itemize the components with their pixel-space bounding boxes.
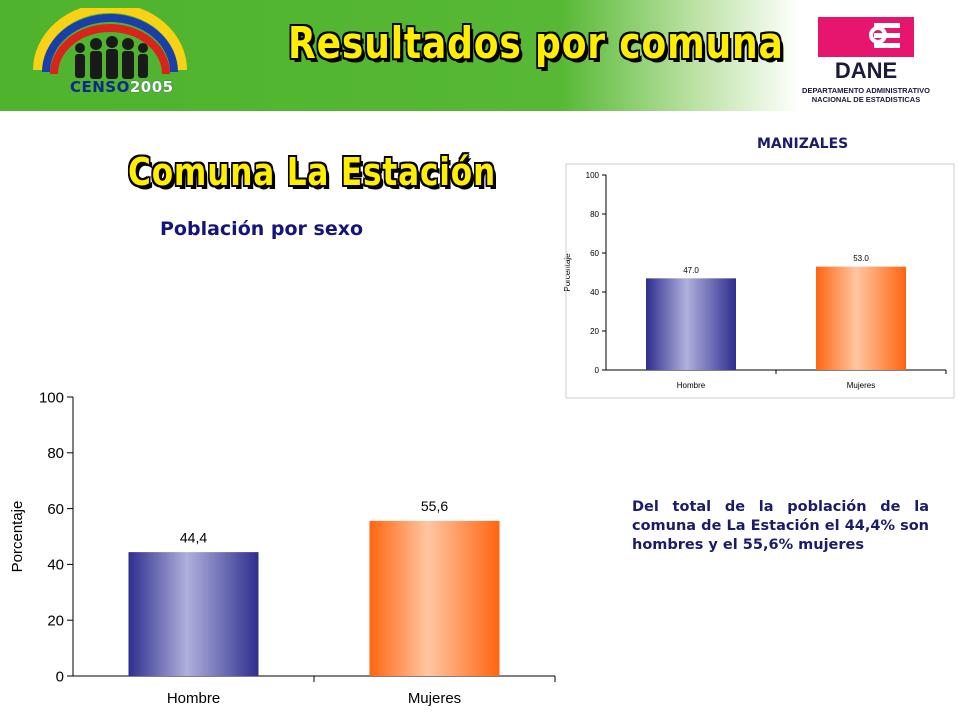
y-axis-label: Porcentaje [563,253,572,292]
data-label: 44,4 [180,529,207,545]
x-tick-label: Mujeres [847,381,875,390]
y-tick-label: 0 [595,366,600,375]
censo-2005-logo [33,8,187,79]
data-label: 55,6 [421,498,448,514]
data-label: 53.0 [853,254,869,263]
bar-hombre [646,278,736,370]
page-title: Resultados por comuna [288,18,784,69]
y-tick-label: 40 [47,557,64,574]
dane-caption: DEPARTAMENTO ADMINISTRATIVO NACIONAL DE … [790,86,942,104]
x-tick-label: Hombre [677,381,706,390]
comuna-title: Comuna La Estación [128,150,496,194]
y-tick-label: 60 [590,249,599,258]
dane-logo-text: DANE [835,58,897,81]
manizales-bar-chart: 0 20 40 60 80 100 Porcentaje 47.0 Hombre 53.0 Muje… [563,163,955,399]
y-tick-label: 100 [586,171,600,180]
chart-frame [565,163,955,399]
y-tick-label: 60 [47,501,64,518]
y-tick-label: 20 [47,612,64,629]
bar-mujeres [816,266,906,370]
y-tick-label: 40 [590,288,599,297]
city-label: MANIZALES [757,136,849,152]
bar-hombre [128,552,259,676]
y-tick-label: 0 [56,668,64,685]
dane-caption-line2: NACIONAL DE ESTADISTICAS [811,95,921,104]
x-tick-label: Hombre [167,690,220,707]
y-tick-label: 100 [39,389,64,406]
comuna-bar-chart: 0 20 40 60 80 100 Porcentaje 44,4 Hombre 55,6 Muje… [9,389,556,707]
x-tick-label: Mujeres [408,690,461,707]
y-tick-label: 80 [47,445,64,462]
dane-caption-line1: DEPARTAMENTO ADMINISTRATIVO [802,86,930,95]
y-tick-label: 80 [590,210,599,219]
summary-text: Del total de la población de la comuna d… [632,499,929,553]
data-label: 47.0 [683,266,699,275]
y-axis-label: Porcentaje [9,501,26,573]
section-heading: Población por sexo [160,218,364,240]
dane-logo: DANE [818,17,914,81]
y-tick-label: 20 [590,327,599,336]
censo-logo-text: CENSO2005 [70,78,174,96]
bar-mujeres [369,520,500,676]
